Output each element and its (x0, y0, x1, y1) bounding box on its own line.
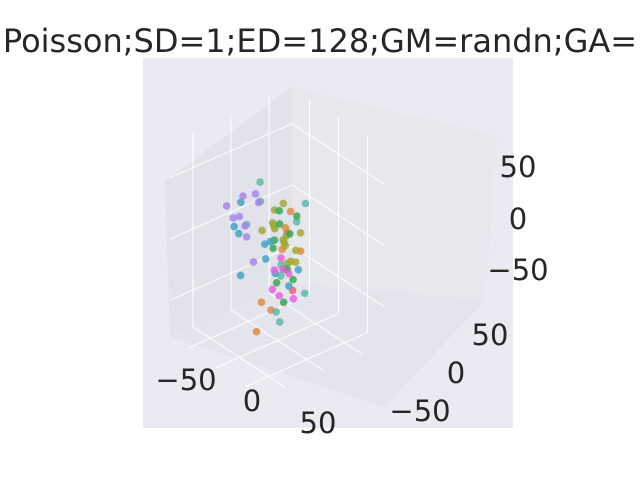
data-point (301, 289, 309, 298)
data-point (296, 229, 305, 237)
data-point (236, 271, 245, 280)
data-point (291, 258, 300, 267)
data-point (272, 279, 281, 287)
data-point (258, 226, 266, 235)
data-point (266, 237, 275, 246)
data-point (277, 254, 285, 262)
right-grid-z (291, 123, 386, 186)
data-point (235, 212, 244, 221)
data-point (279, 298, 288, 307)
data-point (268, 285, 277, 294)
data-point (229, 214, 237, 222)
data-point (281, 241, 290, 250)
x-tick-label: 50 (300, 406, 337, 440)
data-point (286, 207, 295, 216)
data-point (222, 202, 231, 210)
data-point (261, 240, 269, 248)
left-pane (165, 87, 292, 337)
x-tick-label: −50 (155, 363, 216, 397)
floor-grid-y (230, 309, 325, 372)
data-point (239, 192, 247, 200)
data-point (293, 212, 301, 220)
right-pane (292, 87, 497, 300)
data-point (286, 230, 294, 238)
floor-grid-x (245, 332, 368, 388)
z-tick-label: −50 (487, 253, 548, 287)
left-grid-z (169, 123, 293, 179)
data-point (268, 219, 277, 227)
data-point (275, 207, 284, 215)
data-point (275, 220, 284, 228)
data-point (230, 222, 238, 231)
data-point (272, 308, 280, 316)
data-point (289, 275, 297, 284)
y-tick-label: −50 (389, 394, 450, 428)
data-point (283, 259, 292, 268)
data-point (285, 269, 293, 278)
data-point (235, 229, 243, 238)
data-point (294, 266, 303, 274)
z-tick-label: 50 (500, 150, 537, 184)
data-point (292, 246, 300, 255)
data-point (257, 298, 266, 307)
data-point (249, 258, 258, 266)
data-point (241, 222, 249, 230)
y-tick-label: 0 (447, 356, 465, 390)
x-tick-label: 0 (243, 384, 261, 418)
floor-pane (170, 283, 485, 407)
data-point (301, 199, 310, 208)
data-point (254, 198, 263, 207)
chart-title: Poisson;SD=1;ED=128;GM=randn;GA= (3, 22, 637, 60)
z-tick-label: 0 (509, 202, 527, 236)
data-point (279, 265, 287, 274)
data-point (237, 198, 245, 207)
data-point (251, 190, 260, 198)
data-point (269, 244, 277, 252)
left-grid-z (169, 184, 293, 240)
data-point (275, 292, 284, 300)
data-point (281, 224, 290, 232)
data-point (289, 295, 298, 303)
data-point (256, 178, 264, 186)
data-point (271, 225, 279, 233)
data-point (242, 233, 251, 241)
data-point (270, 266, 279, 274)
data-point (279, 236, 287, 244)
y-tick-label: 50 (472, 318, 509, 352)
data-point (292, 218, 301, 226)
data-points (222, 178, 310, 336)
data-point (261, 255, 270, 263)
data-point (252, 327, 261, 336)
data-point (275, 318, 284, 326)
data-point (279, 199, 288, 208)
data-point (285, 282, 293, 290)
